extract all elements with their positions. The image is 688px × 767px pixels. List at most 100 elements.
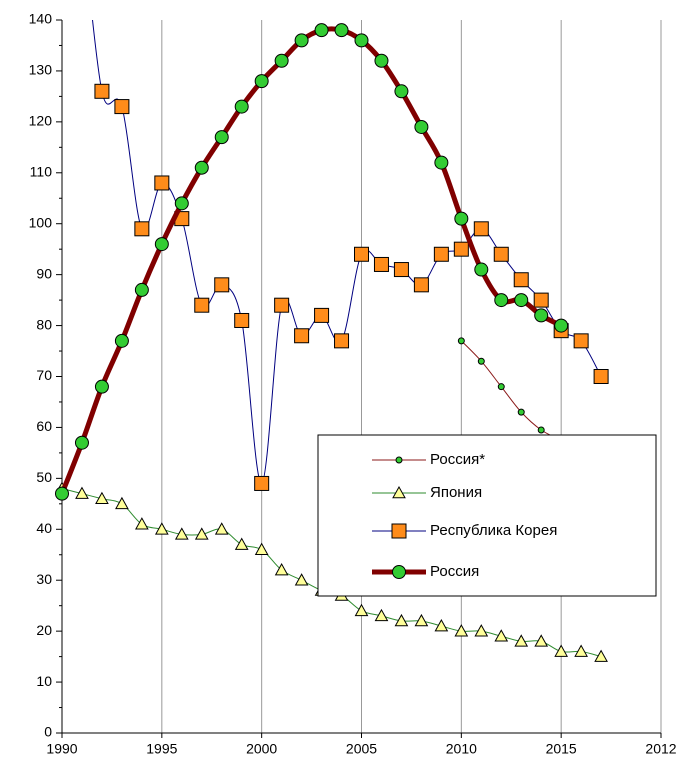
marker <box>474 624 489 637</box>
y-tick-label: 60 <box>36 418 52 434</box>
y-tick-label: 110 <box>30 163 53 179</box>
marker <box>114 99 130 115</box>
marker <box>497 383 505 391</box>
series <box>457 337 565 444</box>
y-tick-label: 120 <box>29 113 53 129</box>
y-tick-label: 50 <box>36 469 52 485</box>
marker <box>474 262 489 277</box>
marker <box>314 307 330 323</box>
marker <box>94 83 110 99</box>
marker <box>433 246 449 262</box>
series <box>91 20 609 491</box>
marker <box>234 312 250 328</box>
marker <box>457 337 465 345</box>
y-tick-label: 130 <box>29 62 53 78</box>
x-tick-label: 2005 <box>346 741 377 757</box>
legend-label: Россия* <box>430 451 485 468</box>
marker <box>194 297 210 313</box>
marker <box>354 33 369 48</box>
legend-marker <box>395 456 403 464</box>
marker <box>354 246 369 262</box>
marker <box>537 426 545 434</box>
y-tick-label: 10 <box>36 673 52 689</box>
series <box>55 23 569 501</box>
marker <box>434 155 449 170</box>
marker <box>493 246 509 262</box>
series-line <box>460 340 562 441</box>
marker <box>74 435 89 450</box>
marker <box>254 74 269 89</box>
marker <box>414 119 429 134</box>
legend-box <box>317 434 657 597</box>
legend-marker <box>392 565 406 579</box>
marker <box>453 241 469 257</box>
marker <box>477 357 485 365</box>
marker <box>75 486 89 499</box>
marker <box>55 486 69 501</box>
y-tick-label: 0 <box>44 724 52 740</box>
marker <box>413 277 429 293</box>
marker <box>513 272 529 288</box>
marker <box>554 318 569 333</box>
y-tick-label: 20 <box>36 622 52 638</box>
marker <box>334 333 350 349</box>
marker <box>254 475 270 491</box>
marker <box>174 196 189 211</box>
marker <box>494 293 509 308</box>
marker <box>534 634 549 647</box>
marker <box>373 256 389 272</box>
marker <box>414 613 429 627</box>
x-tick-label: 2012 <box>645 741 676 757</box>
marker <box>135 517 149 530</box>
legend-label: Республика Корея <box>430 522 557 539</box>
y-tick-label: 70 <box>36 367 52 383</box>
marker <box>154 522 169 535</box>
marker <box>374 608 389 622</box>
marker <box>134 221 150 237</box>
marker <box>214 522 229 535</box>
y-tick-label: 100 <box>29 214 53 230</box>
marker <box>214 277 230 293</box>
marker <box>294 33 309 48</box>
marker <box>114 333 129 348</box>
marker <box>393 262 409 278</box>
marker <box>514 293 529 308</box>
series-line <box>59 26 563 495</box>
marker <box>314 23 329 38</box>
legend-label: Япония <box>430 484 482 501</box>
legend-marker <box>392 485 406 499</box>
marker <box>234 537 249 550</box>
marker <box>134 282 149 297</box>
marker <box>594 649 608 662</box>
marker <box>334 23 349 38</box>
marker <box>174 527 189 540</box>
y-tick-label: 30 <box>36 571 52 587</box>
marker <box>254 542 269 555</box>
marker <box>454 624 469 637</box>
marker <box>593 369 609 384</box>
marker <box>394 613 409 627</box>
marker <box>274 297 290 313</box>
x-tick-label: 1995 <box>146 741 177 757</box>
marker <box>234 99 249 114</box>
marker <box>533 292 549 308</box>
x-tick-label: 2000 <box>246 741 277 757</box>
y-tick-label: 40 <box>36 520 52 536</box>
marker <box>95 491 109 505</box>
y-tick-label: 80 <box>36 316 52 332</box>
x-tick-label: 2010 <box>446 741 477 757</box>
marker <box>294 328 310 344</box>
marker <box>473 221 489 237</box>
y-tick-label: 140 <box>29 11 53 27</box>
marker <box>374 53 389 68</box>
marker <box>517 408 525 416</box>
marker <box>354 603 369 617</box>
marker <box>274 562 289 576</box>
y-tick-label: 90 <box>36 265 52 281</box>
marker <box>154 175 170 191</box>
marker <box>514 634 529 647</box>
marker <box>434 619 449 632</box>
marker <box>94 379 109 394</box>
marker <box>214 130 229 145</box>
